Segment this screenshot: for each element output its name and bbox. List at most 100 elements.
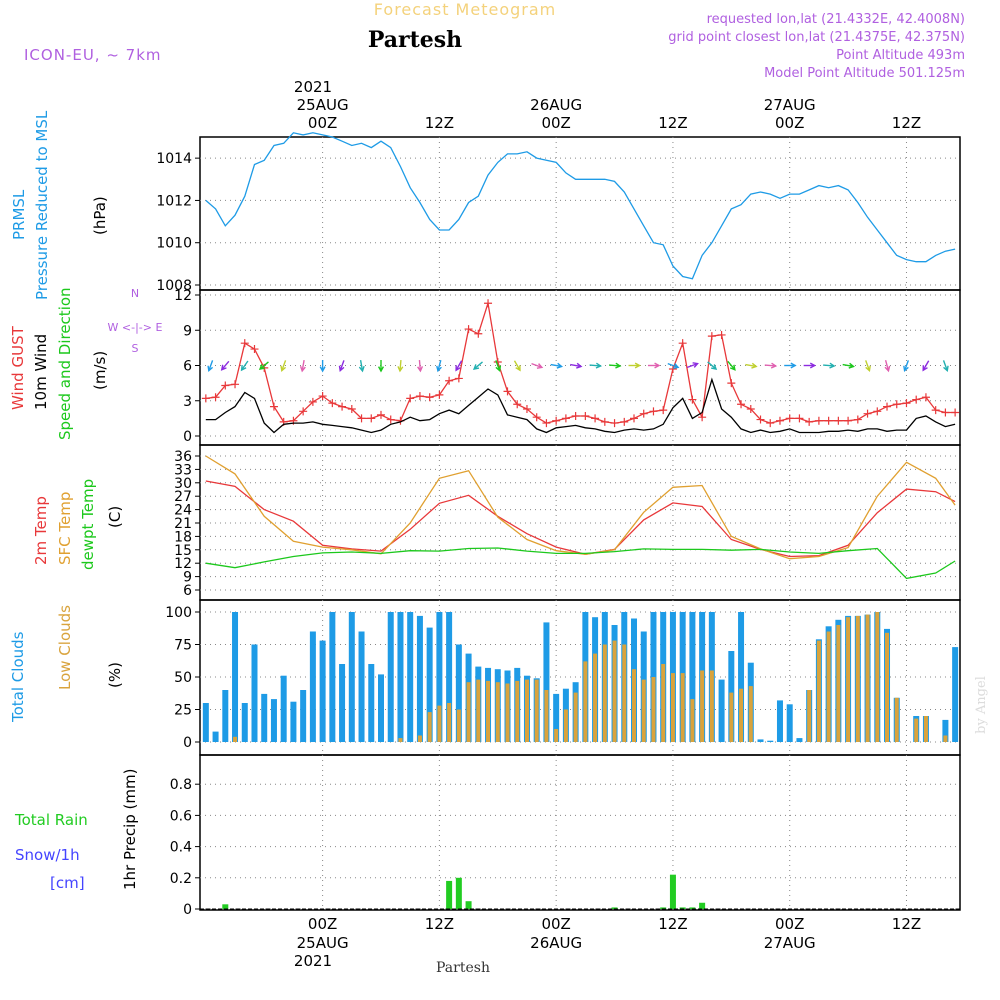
wind-arrow	[727, 360, 736, 371]
total-cloud-bar	[202, 703, 209, 742]
gust-marker	[941, 408, 950, 417]
low-cloud-bar	[602, 644, 607, 742]
requested-coords: requested lon,lat (21.4332E, 42.4008N)	[707, 12, 965, 27]
series-line-10m-wind	[205, 377, 956, 434]
top-time-label: 00Z	[308, 114, 337, 132]
gust-marker	[338, 402, 347, 411]
gust-marker	[805, 417, 814, 426]
top-time-axis: 00Z 12Z 00Z 12Z 00Z 12Z 25AUG 26AUG 27AUG	[297, 96, 922, 132]
temp-label-sfc: SFC Temp	[56, 492, 74, 565]
wind-arrow	[609, 362, 622, 369]
total-cloud-bar	[426, 627, 433, 742]
gust-marker	[561, 414, 570, 423]
total-cloud-bar	[261, 693, 268, 742]
gust-marker	[308, 397, 317, 406]
gust-marker	[600, 417, 609, 426]
gust-marker	[659, 406, 668, 415]
top-time-label: 12Z	[892, 114, 921, 132]
total-cloud-bar	[757, 739, 764, 742]
total-cloud-bar	[718, 679, 725, 742]
gust-marker	[484, 299, 493, 308]
total-cloud-bar	[455, 644, 462, 742]
wind-arrow-head	[207, 365, 214, 373]
total-cloud-bar	[251, 644, 258, 742]
bottom-time-label: 12Z	[658, 915, 687, 933]
wind-arrow-head	[711, 364, 718, 370]
gust-marker	[834, 416, 843, 425]
low-cloud-bar	[622, 644, 627, 742]
rain-bar	[222, 904, 229, 909]
low-cloud-bar	[515, 680, 520, 742]
low-cloud-bar	[661, 664, 666, 742]
total-cloud-bar	[290, 701, 297, 742]
total-cloud-bar	[776, 700, 783, 742]
total-cloud-bar	[689, 612, 696, 742]
wind-arrow	[550, 362, 564, 369]
gust-marker	[532, 413, 541, 422]
gust-marker	[912, 395, 921, 404]
wind-arrow	[903, 360, 910, 373]
y-tick-label: 9	[183, 570, 192, 586]
low-cloud-bar	[836, 625, 841, 742]
y-tick-label: 15	[174, 543, 192, 559]
gust-marker	[678, 339, 687, 348]
y-tick-label: 9	[183, 323, 192, 339]
low-cloud-bar	[505, 683, 510, 742]
low-cloud-bar	[466, 682, 471, 742]
total-cloud-bar	[309, 631, 316, 742]
wind-arrow-head	[455, 365, 461, 372]
top-time-label: 12Z	[658, 114, 687, 132]
gust-marker	[873, 407, 882, 416]
top-date-label: 26AUG	[530, 96, 582, 114]
low-cloud-bar	[524, 679, 529, 742]
gust-marker	[406, 394, 415, 403]
rain-bar	[669, 874, 676, 909]
wind-arrow-head	[809, 362, 817, 369]
wind-arrow-shaft	[727, 360, 736, 371]
wind-arrow-head	[848, 362, 855, 369]
temp-label-dewpt: dewpt Temp	[79, 479, 97, 570]
wind-arrow	[319, 360, 326, 373]
wind-arrow-head	[299, 365, 306, 373]
precip-label-rain: Total Rain	[14, 811, 88, 829]
wind-arrow	[707, 361, 718, 370]
low-cloud-bar	[632, 669, 637, 742]
gust-marker	[844, 416, 853, 425]
panel-wind: 0 3 6 9 12	[174, 288, 961, 446]
gust-marker	[552, 416, 561, 425]
low-cloud-bar	[700, 670, 705, 742]
wind-arrow	[258, 361, 269, 370]
gust-marker	[717, 330, 726, 339]
wind-arrow	[842, 362, 855, 369]
low-cloud-bar	[865, 614, 870, 742]
wind-arrow	[338, 360, 345, 373]
wind-arrow	[436, 360, 442, 373]
gust-marker	[591, 414, 600, 423]
low-cloud-bar	[593, 653, 598, 742]
wind-arrow	[823, 362, 836, 369]
y-tick-label: 21	[174, 516, 192, 532]
model-altitude: Model Point Altitude 501.125m	[764, 66, 965, 81]
y-tick-label: 27	[174, 489, 192, 505]
gust-marker	[921, 393, 930, 402]
gust-marker	[698, 413, 707, 422]
wind-arrow	[628, 362, 641, 369]
top-time-label: 12Z	[425, 114, 454, 132]
wind-arrow	[299, 359, 306, 373]
gust-marker	[250, 345, 259, 354]
total-cloud-bar	[329, 612, 336, 742]
total-cloud-bar	[319, 640, 326, 742]
wind-arrow	[570, 362, 583, 369]
wind-arrow	[647, 362, 661, 369]
total-cloud-bar	[222, 690, 229, 742]
gust-marker	[454, 374, 463, 383]
low-cloud-bar	[233, 736, 238, 742]
low-cloud-bar	[417, 735, 422, 742]
y-tick-label: 25	[174, 703, 192, 719]
y-tick-label: 1014	[156, 151, 192, 167]
low-cloud-bar	[690, 699, 695, 742]
gust-marker	[766, 419, 775, 428]
total-cloud-bar	[377, 674, 384, 742]
gust-marker	[610, 419, 619, 428]
